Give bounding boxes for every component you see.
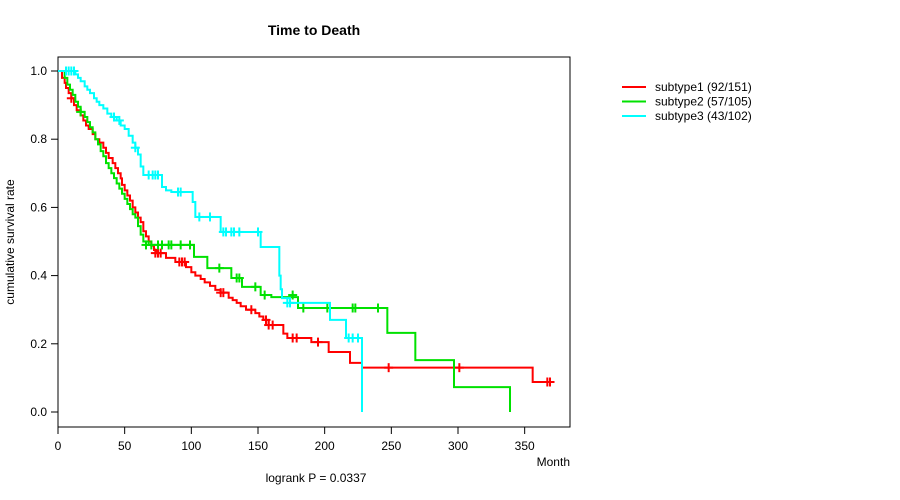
x-tick-label: 200 xyxy=(315,439,335,453)
x-tick-label: 300 xyxy=(448,439,468,453)
legend-label-subtype3: subtype3 (43/102) xyxy=(655,109,752,123)
y-tick-label: 0.4 xyxy=(30,269,47,283)
x-tick-label: 250 xyxy=(381,439,401,453)
x-tick-label: 150 xyxy=(248,439,268,453)
plot-box xyxy=(57,56,571,428)
x-tick-label: 100 xyxy=(181,439,201,453)
legend-label-subtype2: subtype2 (57/105) xyxy=(655,95,752,109)
survival-curve-1 xyxy=(58,70,553,383)
y-tick-label: 1.0 xyxy=(30,64,47,78)
x-axis-title: Month xyxy=(537,455,570,469)
censor-marks-1 xyxy=(66,93,555,387)
y-tick-label: 0.8 xyxy=(30,132,47,146)
survival-curve-2 xyxy=(58,70,511,412)
legend: subtype1 (92/151) subtype2 (57/105) subt… xyxy=(622,80,752,123)
y-tick-label: 0.0 xyxy=(30,405,47,419)
chart-title: Time to Death xyxy=(268,22,360,38)
x-tick-label: 350 xyxy=(515,439,535,453)
censor-marks-2 xyxy=(76,107,383,313)
y-tick-label: 0.6 xyxy=(30,200,47,214)
logrank-annotation: logrank P = 0.0337 xyxy=(266,471,367,485)
axes: 0 50 100 150 200 250 300 350 0.0 0.2 0.4 0.6 0.8 1.0 xyxy=(30,56,571,453)
survival-curve-3 xyxy=(58,70,363,412)
x-tick-label: 50 xyxy=(118,439,132,453)
legend-label-subtype1: subtype1 (92/151) xyxy=(655,80,752,94)
y-tick-label: 0.2 xyxy=(30,337,47,351)
censor-marks-3 xyxy=(61,66,363,343)
survival-curves xyxy=(58,66,555,412)
y-axis-title: cumulative survival rate xyxy=(3,179,17,305)
x-tick-label: 0 xyxy=(55,439,62,453)
